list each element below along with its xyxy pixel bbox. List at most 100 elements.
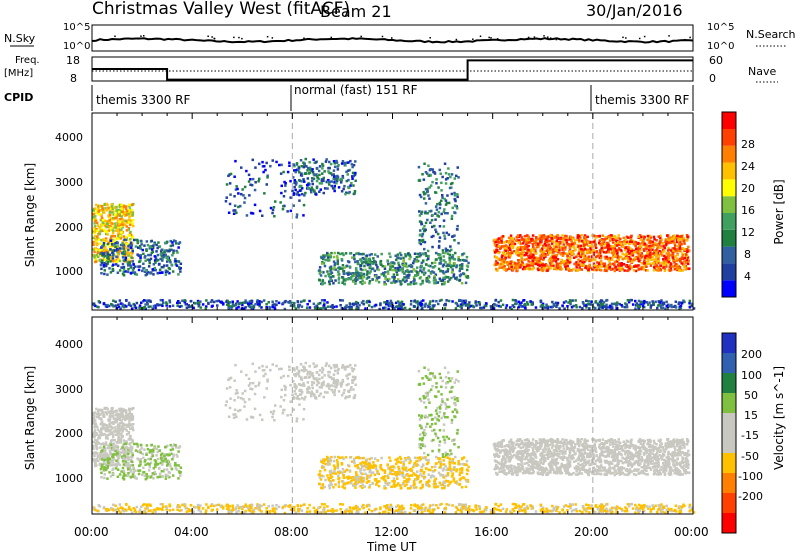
power-echo [174,240,177,243]
power-echo [399,280,402,283]
power-echo [371,268,374,271]
power-echo [562,251,565,254]
power-echo [454,177,457,180]
power-echo [106,233,109,236]
power-echo [451,300,454,303]
velocity-echo [102,426,105,429]
power-echo [142,253,145,256]
power-echo [92,244,95,247]
power-echo [166,303,169,306]
power-echo [127,264,130,267]
power-echo [549,267,552,270]
power-echo [628,252,631,255]
velocity-echo [106,437,109,440]
power-echo [423,267,426,270]
power-echo [561,304,564,307]
power-echo [148,259,151,262]
power-echo [520,252,523,255]
power-echo [599,265,602,268]
power-echo [629,258,632,261]
power-echo [254,204,256,207]
power-echo [444,198,447,201]
power-echo [419,303,422,306]
power-echo [413,279,416,282]
power-echo [542,253,545,256]
power-echo [494,243,497,246]
power-echo [332,282,335,285]
power-echo [247,303,250,306]
noise-dot [689,37,691,39]
power-echo [578,252,581,255]
power-echo [274,200,277,203]
power-echo [243,201,246,204]
velocity-echo [172,453,175,456]
power-echo [122,256,125,259]
velocity-echo [95,408,98,411]
power-echo [140,240,143,243]
power-echo [112,249,115,252]
power-echo [442,232,445,235]
power-echo [324,187,327,190]
power-echo [283,181,286,184]
power-echo [650,264,653,267]
power-echo [328,181,331,184]
power-echo [103,273,106,276]
velocity-echo [99,437,102,440]
power-echo [445,178,448,181]
power-scatter [92,113,695,310]
power-echo [338,276,341,279]
power-echo [581,268,584,271]
power-echo [109,211,112,214]
power-echo [410,270,413,273]
power-echo [119,299,122,302]
power-echo [144,255,147,258]
power-echo [552,251,555,254]
noise-dot [488,37,490,39]
power-echo [540,300,543,303]
power-echo [339,268,342,271]
velocity-echo [92,413,95,416]
power-colorbar [722,112,736,297]
power-echo [566,255,569,258]
power-echo [457,176,460,179]
power-echo [454,258,457,261]
power-echo [153,305,156,308]
power-echo [381,265,384,268]
power-echo [588,256,591,259]
power-echo [541,270,544,273]
power-echo [614,266,617,269]
power-echo [424,229,427,232]
power-echo [447,264,450,267]
power-echo [323,170,326,173]
power-echo [577,236,580,239]
power-cbar-ticks: 4 8 12 16 20 24 28 [741,138,755,283]
power-echo [326,301,329,304]
power-echo [434,191,437,194]
power-echo [621,262,624,265]
power-echo [616,244,619,247]
power-echo [445,203,448,206]
power-echo [609,239,612,242]
power-echo [577,258,580,261]
power-echo [110,240,113,243]
power-echo [337,168,340,171]
power-echo [115,226,118,229]
power-echo [179,270,182,273]
noise-dot [472,38,474,40]
power-echo [425,263,428,266]
power-echo [445,182,448,185]
power-echo [676,235,679,238]
power-echo [599,249,602,252]
power-echo [93,216,96,219]
power-echo [259,210,262,213]
power-echo [95,204,98,207]
power-echo [392,265,395,268]
power-echo [458,299,461,302]
power-echo [176,305,179,308]
power-echo [504,247,507,250]
power-echo [626,306,629,309]
power-echo [439,236,442,239]
power-echo [450,277,453,280]
velocity-echo [132,429,135,432]
power-echo [309,168,312,171]
